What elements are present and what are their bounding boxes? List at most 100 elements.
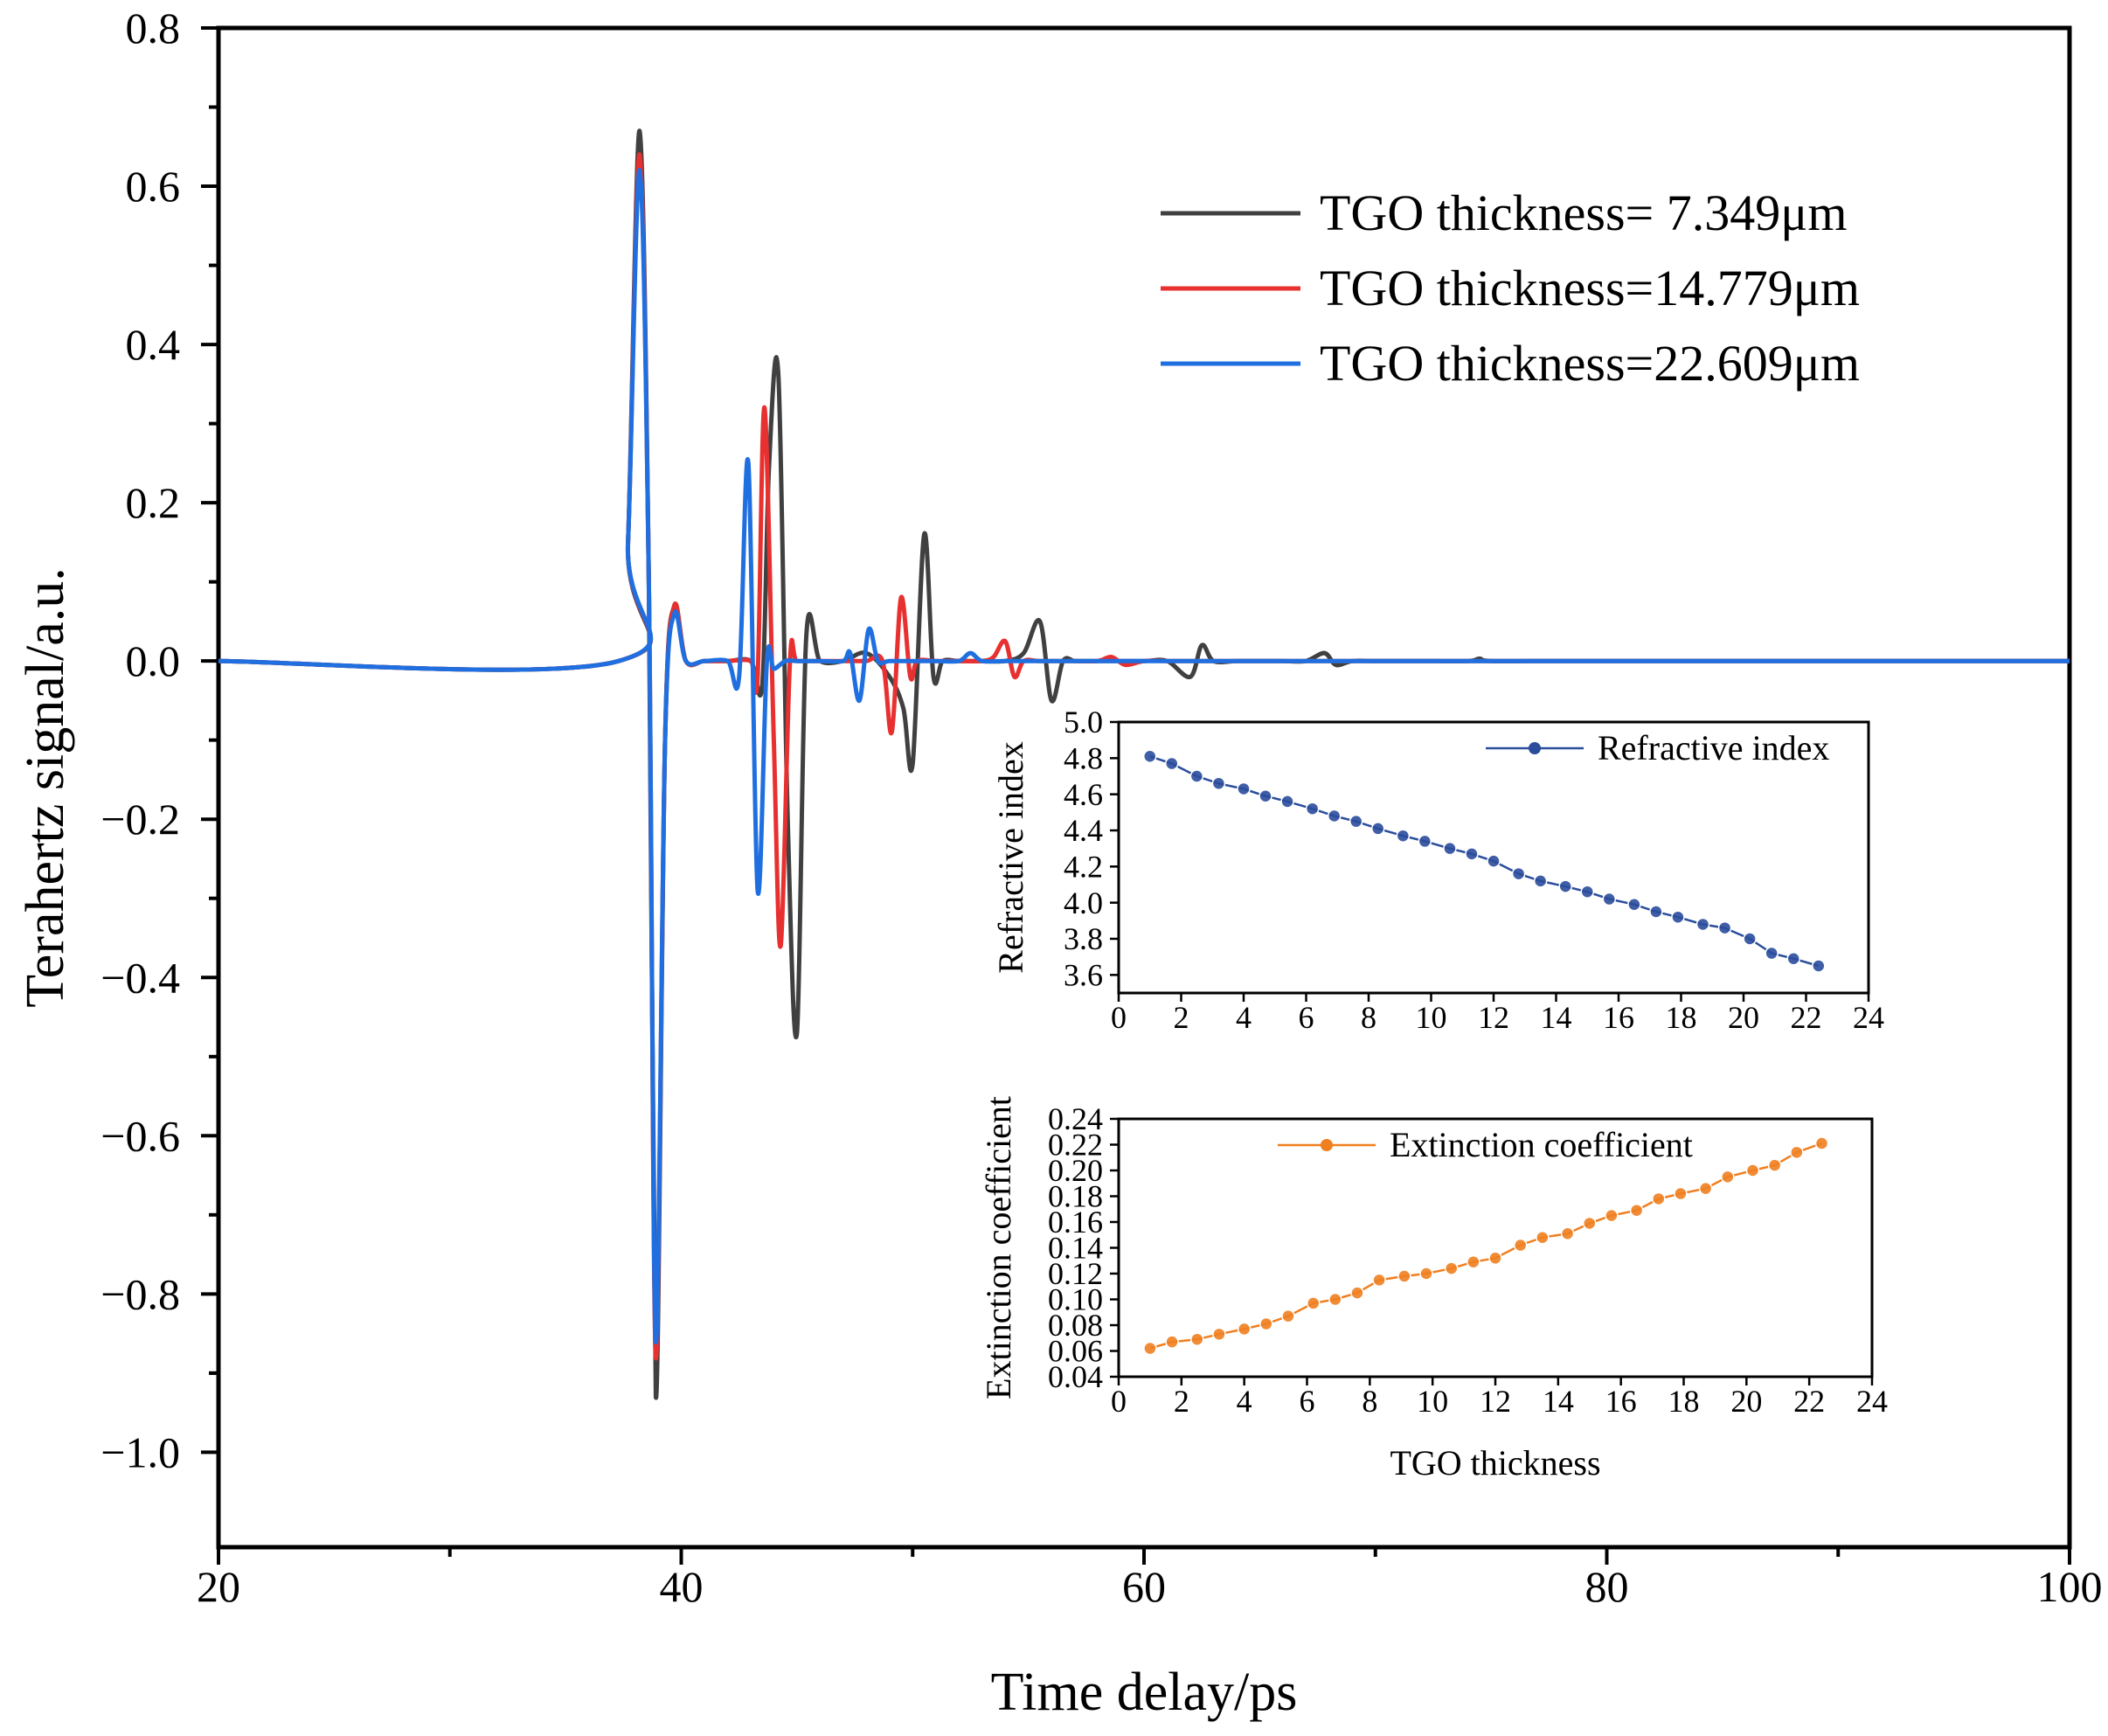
data-point xyxy=(1165,1335,1179,1349)
data-point xyxy=(1717,920,1732,935)
y-tick-label: 0.24 xyxy=(1048,1101,1103,1136)
data-point xyxy=(1349,814,1363,829)
data-point xyxy=(1695,917,1710,932)
plot-frame xyxy=(216,25,2072,1550)
y-tick-label: −0.4 xyxy=(101,953,180,1002)
data-point xyxy=(1370,822,1385,836)
data-point xyxy=(1396,829,1411,843)
data-point xyxy=(1488,1251,1502,1266)
y-tick-label: 0.14 xyxy=(1048,1231,1103,1266)
y-tick-label: 0.20 xyxy=(1048,1153,1103,1188)
data-point xyxy=(1629,1203,1644,1218)
y-axis-label: Terahertz signal/a.u. xyxy=(16,567,75,1007)
data-point xyxy=(1465,847,1479,861)
data-point xyxy=(1280,795,1294,809)
main-chart: 20 40 60 80 1000.80.60.40.20.0−0.2−0.4−0.6−0… xyxy=(16,3,2103,1722)
data-point xyxy=(1745,1163,1760,1177)
data-point xyxy=(1281,1309,1295,1323)
y-tick-label: −0.2 xyxy=(101,795,180,844)
x-tick-label: 4 xyxy=(1237,1384,1252,1419)
data-point xyxy=(1190,1332,1204,1346)
data-point xyxy=(1786,951,1800,966)
x-tick-label: 12 xyxy=(1480,1384,1511,1419)
data-point xyxy=(1814,1136,1829,1150)
y-tick-label: 4.0 xyxy=(1064,885,1103,920)
data-point xyxy=(1165,756,1179,771)
data-point xyxy=(1721,1170,1735,1184)
data-point xyxy=(1305,802,1320,816)
data-point xyxy=(1649,905,1663,919)
data-point xyxy=(1511,866,1526,881)
x-tick-label: 8 xyxy=(1362,1384,1377,1419)
x-tick-label: 20 xyxy=(1728,1000,1759,1035)
x-tick-label: 16 xyxy=(1603,1000,1634,1035)
x-tick-label: 24 xyxy=(1856,1384,1888,1419)
data-point xyxy=(1211,776,1226,791)
data-point xyxy=(1443,841,1457,856)
data-point xyxy=(1467,1254,1480,1269)
data-point xyxy=(1558,879,1572,893)
x-tick-label: 8 xyxy=(1361,1000,1376,1035)
data-point xyxy=(1536,1230,1550,1245)
data-point xyxy=(1327,809,1342,823)
data-point xyxy=(1674,1186,1688,1201)
x-tick-label: 80 xyxy=(1585,1562,1629,1611)
x-tick-label: 40 xyxy=(660,1562,704,1611)
x-tick-label: 24 xyxy=(1853,1000,1884,1035)
data-point xyxy=(1698,1181,1713,1196)
x-tick-label: 20 xyxy=(197,1562,240,1611)
y-tick-label: 0.8 xyxy=(126,3,181,52)
y-tick-label: 0.2 xyxy=(126,478,181,527)
x-tick-label: 4 xyxy=(1236,1000,1252,1035)
data-point xyxy=(1743,932,1757,946)
y-axis-label: Extinction coefficient xyxy=(979,1096,1018,1399)
y-tick-label: −0.8 xyxy=(101,1269,180,1318)
x-tick-label: 12 xyxy=(1478,1000,1509,1035)
legend-label: TGO thickness= 7.349μm xyxy=(1320,184,1847,241)
data-point xyxy=(1487,854,1501,868)
x-tick-label: 0 xyxy=(1111,1000,1127,1035)
data-point xyxy=(1237,1322,1252,1337)
data-point xyxy=(1652,1191,1666,1206)
x-tick-label: 22 xyxy=(1793,1384,1825,1419)
legend-label: Extinction coefficient xyxy=(1390,1125,1693,1164)
data-point xyxy=(1560,1226,1575,1241)
y-tick-label: 0.08 xyxy=(1048,1308,1103,1343)
data-point xyxy=(1372,1273,1386,1288)
data-point xyxy=(1418,834,1432,849)
data-point xyxy=(1259,1316,1273,1331)
data-point xyxy=(1444,1261,1459,1275)
y-tick-label: 0.06 xyxy=(1048,1334,1103,1369)
y-tick-label: 0.0 xyxy=(126,636,181,685)
y-tick-label: 0.4 xyxy=(126,320,181,369)
y-tick-label: 3.8 xyxy=(1064,921,1103,956)
data-point xyxy=(1583,1216,1597,1231)
legend-marker xyxy=(1529,742,1541,754)
x-tick-label: 60 xyxy=(1122,1562,1166,1611)
refractive-index-inset: 0 2 4 6 8 10 12 14 16 18 20 22 243.63.84.04.24.44.64… xyxy=(991,705,1884,1035)
series-line-3 xyxy=(218,168,2070,1345)
y-tick-label: 0.10 xyxy=(1048,1282,1103,1317)
data-point xyxy=(1143,1341,1157,1356)
y-tick-label: 0.12 xyxy=(1048,1256,1103,1291)
y-tick-label: 0.22 xyxy=(1048,1128,1103,1163)
y-tick-label: −1.0 xyxy=(101,1427,180,1476)
legend-label: Refractive index xyxy=(1598,728,1829,767)
x-axis-label: TGO thickness xyxy=(1390,1443,1600,1483)
x-tick-label: 0 xyxy=(1111,1384,1127,1419)
x-tick-label: 6 xyxy=(1299,1000,1314,1035)
legend-label: TGO thickness=14.779μm xyxy=(1320,260,1860,316)
data-point xyxy=(1419,1267,1433,1281)
y-tick-label: 4.2 xyxy=(1064,850,1103,885)
x-tick-label: 10 xyxy=(1416,1000,1447,1035)
y-axis-label: Refractive index xyxy=(991,741,1030,973)
x-tick-label: 16 xyxy=(1605,1384,1637,1419)
extinction-coefficient-inset: 0 2 4 6 8 10 12 14 16 18 20 22 240.040.060.080.100.1… xyxy=(979,1096,1888,1483)
x-tick-label: 18 xyxy=(1666,1000,1697,1035)
y-tick-label: −0.6 xyxy=(101,1111,180,1160)
data-point xyxy=(1580,885,1594,899)
data-point xyxy=(1189,769,1204,783)
y-tick-label: 0.04 xyxy=(1048,1359,1103,1394)
legend-marker xyxy=(1321,1139,1333,1151)
y-tick-label: 0.16 xyxy=(1048,1205,1103,1240)
